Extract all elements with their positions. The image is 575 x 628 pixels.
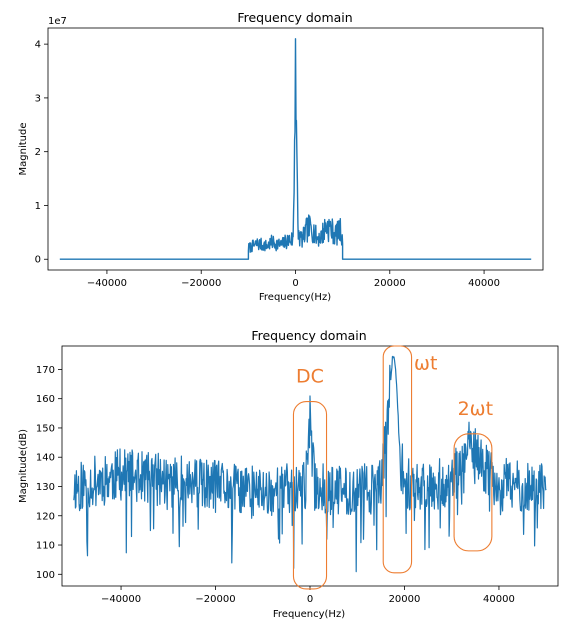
plot-bottom: Frequency domain −40000 −20000 0 20000 40000…: [18, 328, 559, 620]
plot-top-y-tick-label: 3: [35, 93, 41, 104]
annotation-label: DC: [296, 366, 324, 388]
plot-bottom-x-tick-label: −20000: [195, 594, 235, 605]
plot-bottom-x-label: Frequency(Hz): [273, 609, 345, 620]
plot-top: Frequency domain 1e7 −40000 −20000 0 20000 4…: [18, 10, 544, 303]
plot-bottom-y-tick-label: 140: [36, 453, 55, 464]
plot-top-y-tick-label: 2: [35, 147, 41, 158]
plot-bottom-y-tick-label: 170: [36, 365, 55, 376]
plot-bottom-x-ticks: −40000 −20000 0 20000 40000: [101, 586, 515, 605]
plot-bottom-x-tick-label: 20000: [389, 594, 421, 605]
plot-bottom-y-tick-label: 120: [36, 511, 55, 522]
highlight-region: [292, 401, 328, 590]
plot-top-x-tick-label: −40000: [87, 278, 127, 289]
plot-bottom-y-ticks: 100 110 120 130 140 150 160 170: [36, 365, 62, 581]
plot-bottom-y-tick-label: 150: [36, 423, 55, 434]
highlight-region: [453, 433, 493, 552]
plot-bottom-annotations: DC ωt 2ωt: [296, 352, 493, 419]
plot-top-x-tick-label: −20000: [181, 278, 221, 289]
plot-top-x-label: Frequency(Hz): [259, 292, 331, 303]
highlight-region: [382, 345, 413, 574]
plot-top-y-tick-label: 4: [35, 40, 41, 51]
plot-top-y-label: Magnitude: [18, 123, 29, 176]
plot-bottom-x-tick-label: −40000: [101, 594, 141, 605]
plot-bottom-y-label: Magnitude(dB): [18, 429, 29, 503]
plot-bottom-x-tick-label: 40000: [483, 594, 515, 605]
plot-bottom-y-tick-label: 100: [36, 570, 55, 581]
plot-top-y-tick-label: 0: [35, 255, 41, 266]
plot-top-y-offset: 1e7: [48, 16, 67, 27]
plot-bottom-series-line: [73, 355, 547, 573]
plot-top-x-tick-label: 0: [292, 278, 298, 289]
plot-top-x-ticks: −40000 −20000 0 20000 40000: [87, 270, 500, 289]
plot-top-y-tick-label: 1: [35, 201, 41, 212]
plot-top-series-line: [59, 38, 532, 260]
plot-top-y-ticks: 0 1 2 3 4: [35, 40, 48, 266]
annotation-label: 2ωt: [458, 398, 493, 420]
plot-top-title: Frequency domain: [237, 10, 352, 25]
plot-top-x-tick-label: 20000: [374, 278, 406, 289]
plot-bottom-x-tick-label: 0: [307, 594, 313, 605]
plot-bottom-y-tick-label: 160: [36, 394, 55, 405]
plot-bottom-title: Frequency domain: [251, 328, 366, 343]
plot-top-x-tick-label: 40000: [468, 278, 500, 289]
annotation-label: ωt: [414, 352, 437, 374]
plot-bottom-y-tick-label: 130: [36, 482, 55, 493]
plot-bottom-highlight-regions: [292, 345, 493, 590]
plot-bottom-y-tick-label: 110: [36, 541, 55, 552]
